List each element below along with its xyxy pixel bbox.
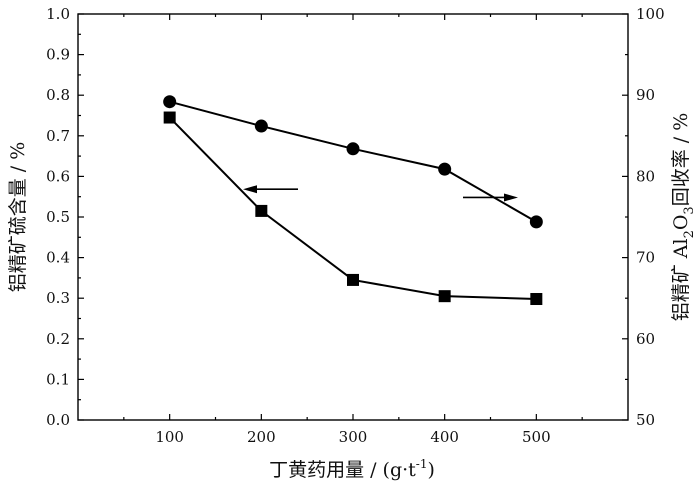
x-axis-title-main: 丁黄药用量 / (g·t [269,459,416,481]
x-tick-label: 200 [247,428,276,446]
y-left-tick-label: 0.4 [46,249,70,267]
circle-marker [254,119,268,133]
square-marker [530,293,543,306]
y-right-title-part-5: 回收率 / % [670,113,692,207]
series-layer [163,95,543,306]
square-marker [347,273,359,286]
y-left-tick-label: 0.6 [46,167,70,185]
x-tick-label: 100 [155,428,184,446]
tick-labels: 100 200 300 400 500 0.0 0.1 0.2 0.3 0.4 0.5 0.6 0.7 0… [46,5,665,446]
y-left-tick-label: 0.0 [46,411,70,429]
square-marker [255,204,268,217]
y-left-tick-label: 0.5 [46,208,70,226]
square-marker [438,290,451,303]
x-axis-title: 丁黄药用量 / (g·t-1) [269,457,435,481]
y-right-title-part-1: 铝精矿 Al [670,238,692,321]
circle-marker [163,95,177,109]
y-left-axis-title: 铝精矿硫含量 / % [7,142,29,293]
x-axis-title-tail: ) [428,459,435,481]
y-left-tick-label: 0.7 [46,127,70,145]
y-right-title-sub-2: 2 [682,230,697,238]
arrowhead-left [243,185,257,194]
y-right-tick-label: 70 [636,249,655,267]
y-right-tick-label: 100 [636,5,665,23]
square-marker [163,111,176,124]
plot-frame [77,13,629,421]
y-right-tick-label: 80 [636,167,655,185]
x-axis-title-sup: -1 [416,457,428,471]
y-left-tick-label: 0.8 [46,86,70,104]
x-tick-label: 400 [430,428,459,446]
y-left-tick-label: 0.2 [46,330,70,348]
y-left-tick-label: 0.9 [46,46,70,64]
y-right-tick-label: 50 [636,411,655,429]
circle-marker [438,162,452,176]
y-left-tick-label: 0.3 [46,289,70,307]
y-right-title-sub-3: 3 [682,206,697,214]
series-line-2 [169,100,537,223]
circle-marker [529,215,543,229]
annotations [243,185,518,202]
y-right-tick-label: 90 [636,86,655,104]
y-left-tick-label: 0.1 [46,370,70,388]
x-tick-label: 300 [339,428,368,446]
x-tick-label: 500 [522,428,551,446]
arrowhead-right [504,193,518,202]
y-left-tick-label: 1.0 [46,5,70,23]
y-right-axis-title: 铝精矿 Al2O3回收率 / % [670,113,697,322]
ticks [78,13,628,421]
y-right-title-part-3: O [670,215,692,231]
y-right-tick-label: 60 [636,330,655,348]
circle-marker [346,142,360,156]
